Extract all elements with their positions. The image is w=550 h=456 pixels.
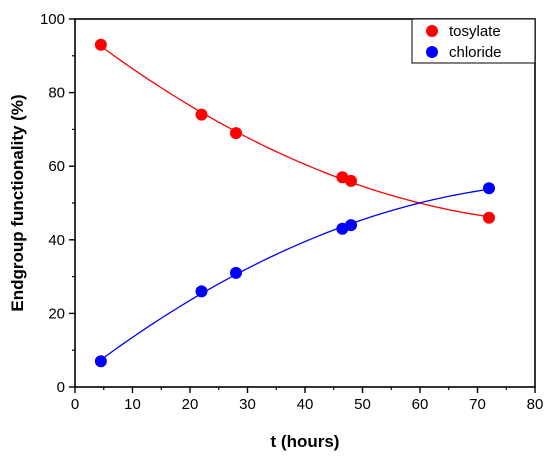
y-tick-label: 60 <box>48 158 65 175</box>
legend-label-tosylate: tosylate <box>449 23 501 40</box>
x-axis-title: t (hours) <box>271 432 340 451</box>
data-point-chloride <box>230 266 242 279</box>
fit-curve-chloride <box>100 188 490 361</box>
y-tick-label: 20 <box>48 305 65 322</box>
x-tick-label: 60 <box>412 396 429 413</box>
y-axis-title: Endgroup functionality (%) <box>8 94 27 311</box>
data-point-tosylate <box>94 38 107 51</box>
legend-label-chloride: chloride <box>449 44 502 61</box>
legend-marker-tosylate <box>426 25 438 37</box>
legend: tosylate chloride <box>411 18 536 64</box>
y-tick-label: 0 <box>57 379 65 396</box>
data-point-tosylate <box>345 174 357 187</box>
data-point-chloride <box>345 219 357 232</box>
x-tick-label: 30 <box>239 396 256 413</box>
x-tick-label: 70 <box>469 396 486 413</box>
x-tick-label: 0 <box>71 396 79 413</box>
x-tick-label: 80 <box>527 396 544 413</box>
y-tick-label: 100 <box>40 11 65 28</box>
data-point-tosylate <box>195 108 208 121</box>
x-tick-label: 20 <box>182 396 199 413</box>
data-point-chloride <box>483 182 495 195</box>
plot-frame <box>74 18 536 388</box>
data-point-tosylate <box>483 211 495 224</box>
y-axis: 0 20 40 60 80 100 <box>40 11 75 396</box>
y-tick-label: 40 <box>48 232 65 249</box>
x-tick-label: 10 <box>124 396 141 413</box>
data-point-chloride <box>195 285 208 298</box>
legend-marker-chloride <box>426 46 438 58</box>
data-point-chloride <box>94 355 107 368</box>
fit-curve-tosylate <box>100 45 490 218</box>
plot-area <box>94 38 495 368</box>
x-tick-label: 40 <box>297 396 314 413</box>
data-point-tosylate <box>230 127 242 140</box>
x-axis: 0 10 20 30 40 50 60 70 80 <box>71 387 544 413</box>
y-tick-label: 80 <box>48 85 65 102</box>
x-tick-label: 50 <box>354 396 371 413</box>
